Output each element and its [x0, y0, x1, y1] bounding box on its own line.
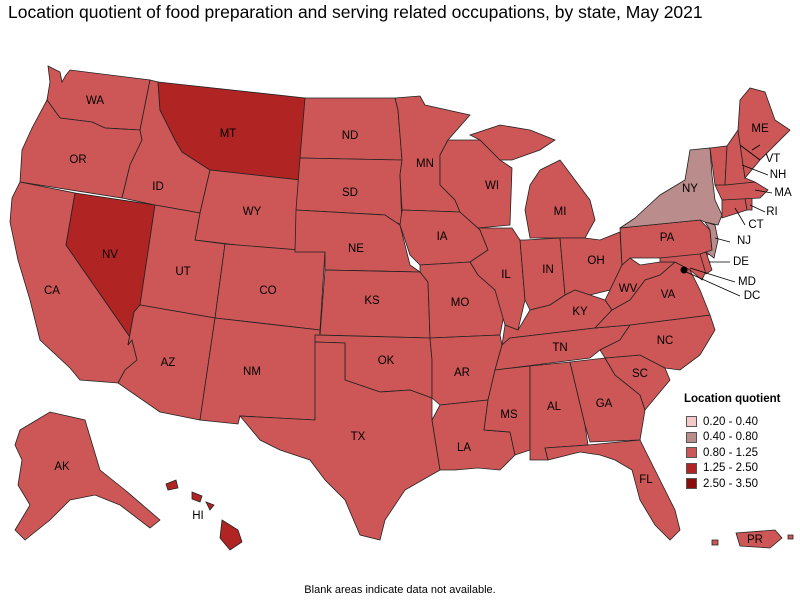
state-label-mn: MN: [416, 158, 434, 170]
state-fl[interactable]: [544, 439, 681, 541]
state-label-ak: AK: [54, 461, 70, 473]
state-label-ma: MA: [774, 187, 792, 199]
legend-label: 0.20 - 0.40: [703, 415, 758, 428]
state-tx[interactable]: [239, 341, 441, 541]
state-label-ks: KS: [364, 295, 380, 307]
state-nc[interactable]: [599, 314, 716, 371]
state-label-nh: NH: [770, 169, 787, 181]
state-hi[interactable]: [165, 479, 243, 551]
state-pr[interactable]: [735, 529, 783, 549]
state-label-il: IL: [501, 269, 511, 281]
legend-item: 2.50 - 3.50: [684, 476, 780, 492]
dc-marker[interactable]: [680, 266, 688, 274]
state-label-nv: NV: [102, 249, 118, 261]
state-label-ky: KY: [572, 306, 588, 318]
state-me[interactable]: [737, 87, 791, 179]
leader-lines: [683, 144, 773, 297]
state-label-la: LA: [457, 442, 471, 454]
state-label-az: AZ: [161, 357, 176, 369]
legend-item: 0.40 - 0.80: [684, 430, 780, 446]
footnote: Blank areas indicate data not available.: [304, 584, 496, 596]
state-nj[interactable]: [704, 221, 719, 259]
state-label-al: AL: [547, 401, 562, 413]
state-label-mi: MI: [554, 206, 567, 218]
state-label-ok: OK: [378, 355, 395, 367]
state-label-ar: AR: [454, 367, 470, 379]
state-label-mo: MO: [451, 297, 470, 309]
state-label-wi: WI: [485, 180, 499, 192]
state-label-ms: MS: [500, 409, 518, 421]
state-label-ri: RI: [766, 206, 778, 218]
state-label-va: VA: [661, 289, 676, 301]
state-label-sd: SD: [342, 187, 358, 199]
legend-title: Location quotient: [684, 393, 781, 405]
legend-swatch: [686, 416, 697, 428]
pr-islet: [787, 534, 794, 540]
legend-label: 1.25 - 2.50: [703, 462, 758, 475]
state-label-wv: WV: [619, 283, 638, 295]
state-ct[interactable]: [721, 197, 748, 219]
state-label-de: DE: [733, 256, 749, 268]
legend-swatch: [686, 447, 697, 459]
state-label-hi: HI: [192, 510, 204, 522]
state-label-nc: NC: [657, 335, 674, 347]
state-de[interactable]: [699, 251, 713, 275]
state-label-ga: GA: [596, 398, 613, 410]
state-label-wa: WA: [86, 95, 104, 107]
state-label-tn: TN: [552, 342, 567, 354]
legend-label: 0.40 - 0.80: [703, 431, 758, 444]
state-label-in: IN: [542, 264, 554, 276]
state-label-ne: NE: [348, 243, 364, 255]
state-label-id: ID: [152, 181, 164, 193]
legend-item: 0.80 - 1.25: [684, 445, 780, 461]
state-label-ca: CA: [44, 285, 60, 297]
state-labels: WA OR CA NV ID MT WY UT AZ CO NM ND SD NE KS OK TX MN IA MO…: [44, 95, 792, 546]
state-label-ia: IA: [437, 231, 448, 243]
state-ak[interactable]: [14, 411, 161, 541]
legend: Location quotient 0.20 - 0.40 0.40 - 0.8…: [684, 393, 780, 492]
legend-swatch: [686, 478, 697, 490]
state-label-pa: PA: [660, 232, 675, 244]
legend-item: 0.20 - 0.40: [684, 414, 780, 430]
legend-label: 2.50 - 3.50: [703, 477, 758, 490]
state-nd[interactable]: [299, 97, 403, 161]
state-label-fl: FL: [639, 474, 653, 486]
state-label-ny: NY: [682, 183, 698, 195]
state-label-mt: MT: [220, 128, 237, 140]
legend-swatch: [686, 462, 697, 474]
state-label-co: CO: [259, 285, 276, 297]
state-label-me: ME: [751, 123, 769, 135]
state-label-nd: ND: [342, 130, 359, 142]
state-label-ct: CT: [748, 219, 763, 231]
state-label-or: OR: [69, 154, 86, 166]
state-label-dc: DC: [744, 290, 761, 302]
state-mi[interactable]: [468, 124, 596, 239]
state-label-tx: TX: [351, 431, 366, 443]
state-label-sc: SC: [632, 368, 648, 380]
state-label-wy: WY: [243, 206, 262, 218]
state-label-vt: VT: [766, 153, 781, 165]
legend-item: 1.25 - 2.50: [684, 461, 780, 477]
state-ny[interactable]: [619, 147, 723, 229]
state-label-oh: OH: [587, 255, 604, 267]
legend-swatch: [686, 431, 697, 443]
state-label-nm: NM: [243, 366, 261, 378]
state-label-md: MD: [738, 276, 756, 288]
state-label-ut: UT: [175, 266, 190, 278]
pr-islet: [711, 539, 719, 546]
state-label-pr: PR: [747, 534, 763, 546]
map-title: Location quotient of food preparation an…: [8, 2, 703, 22]
state-label-nj: NJ: [737, 235, 751, 247]
legend-label: 0.80 - 1.25: [703, 446, 758, 459]
state-il[interactable]: [469, 227, 526, 331]
state-nh[interactable]: [724, 128, 756, 186]
